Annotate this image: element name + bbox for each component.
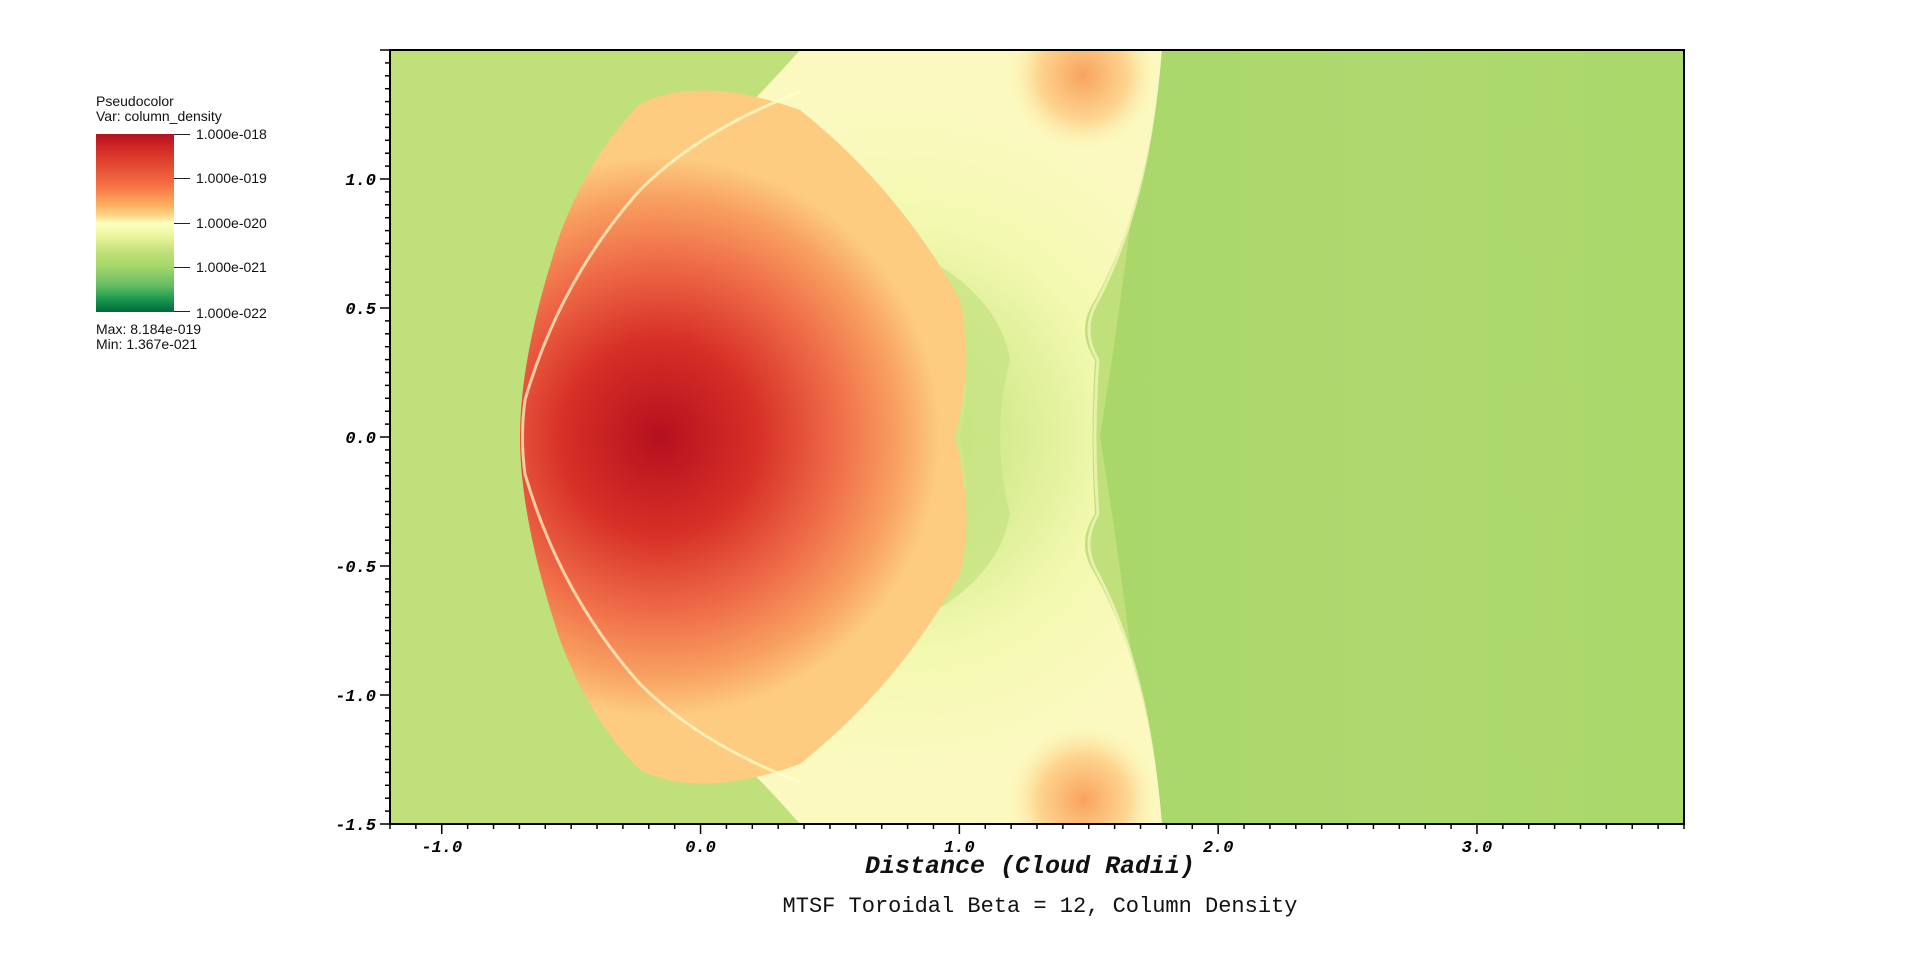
heatmap-shell-front [1087,50,1162,824]
heatmap-field [520,50,1684,824]
axes-layer: -1.0 0.0 1.0 2.0 3.0 1.0 0.5 0.0 -0.5 -1.0 -1.5 [335,49,1685,858]
colorbar-tick [174,134,190,135]
chart-title: MTSF Toroidal Beta = 12, Column Density [782,894,1298,919]
legend-max: Max: 8.184e-019 [96,321,202,337]
heatmap-shock-front [521,90,801,784]
heatmap-core [520,90,967,784]
colorbar-tick [174,223,190,224]
y-tick-label: -1.0 [335,688,376,707]
legend-min: Min: 1.367e-021 [96,336,198,352]
colorbar-gradient [96,134,174,312]
heatmap-knot-bottom [1008,720,1158,824]
colorbar-label: 1.000e-021 [196,259,267,275]
legend-plot-type: Pseudocolor [96,93,174,109]
legend-var-label: Var: column_density [96,108,222,124]
colorbar-label: 1.000e-020 [196,215,267,231]
colorbar-legend: Pseudocolor Var: column_density [96,94,316,364]
x-tick-label: 3.0 [1462,839,1493,858]
heatmap-wake [1100,50,1684,824]
y-tick-label: 0.0 [345,430,376,449]
x-axis-label: Distance (Cloud Radii) [864,852,1196,881]
y-tick-label: -1.5 [335,817,376,836]
colorbar-label: 1.000e-019 [196,170,267,186]
y-tick-label: 0.5 [345,301,376,320]
y-tick-label: 1.0 [345,172,376,191]
x-tick-label: -1.0 [421,839,462,858]
x-tick-label: 2.0 [1203,839,1234,858]
x-tick-label: 1.0 [944,839,975,858]
colorbar-tick [174,178,190,179]
colorbar-label: 1.000e-022 [196,305,267,321]
colorbar-tick [174,267,190,268]
colorbar-tick [174,311,190,312]
y-tick-label: -0.5 [335,559,376,578]
x-tick-label: 0.0 [685,839,716,858]
heatmap-inner-lobe [930,260,1010,614]
heatmap-knot-top [1008,50,1158,155]
colorbar-label: 1.000e-018 [196,126,267,142]
